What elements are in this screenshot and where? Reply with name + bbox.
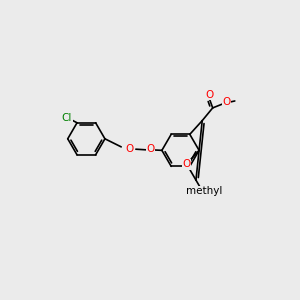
Text: O: O: [125, 144, 134, 154]
Text: O: O: [205, 90, 213, 100]
Text: O: O: [222, 97, 230, 107]
Text: Cl: Cl: [62, 113, 72, 123]
Text: O: O: [146, 144, 154, 154]
Text: O: O: [182, 159, 191, 169]
Text: methyl: methyl: [187, 186, 223, 196]
